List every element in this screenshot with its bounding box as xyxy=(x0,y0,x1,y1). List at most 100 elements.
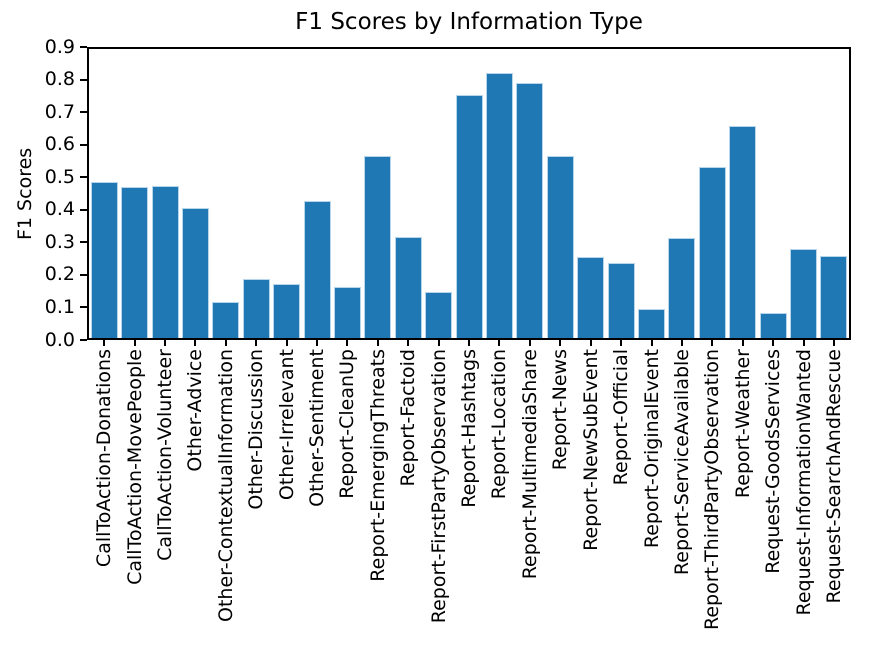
bar-Report-NewSubEvent xyxy=(577,257,605,338)
x-axis-column: Report-MultimediaShare xyxy=(515,340,545,630)
bar-slot xyxy=(454,49,484,338)
x-tick-mark xyxy=(316,340,319,346)
x-axis-column: CallToAction-Volunteer xyxy=(150,340,180,630)
x-axis-column: Request-GoodsServices xyxy=(758,340,788,630)
x-axis-column: CallToAction-MovePeople xyxy=(119,340,149,630)
bar-slot xyxy=(667,49,697,338)
y-tick-label: 0.4 xyxy=(44,198,75,221)
x-tick-label: Report-Weather xyxy=(731,349,754,499)
x-axis-column: Other-Irrelevant xyxy=(271,340,301,630)
x-tick-mark xyxy=(620,340,623,346)
x-axis-column: Report-News xyxy=(545,340,575,630)
bar-slot xyxy=(576,49,606,338)
chart-title: F1 Scores by Information Type xyxy=(295,9,643,35)
y-tick-mark xyxy=(80,241,87,244)
x-axis-column: Report-ThirdPartyObservation xyxy=(697,340,727,630)
bar-slot xyxy=(515,49,545,338)
x-axis-column: Other-Sentiment xyxy=(302,340,332,630)
bar-Report-FirstPartyObservation xyxy=(425,291,453,338)
x-axis-column: Other-ContextualInformation xyxy=(211,340,241,630)
bar-Report-CleanUp xyxy=(333,286,361,338)
x-axis-column: CallToAction-Donations xyxy=(89,340,119,630)
y-tick-label: 0.6 xyxy=(44,133,75,156)
bar-slot xyxy=(545,49,575,338)
bar-slot xyxy=(788,49,818,338)
y-tick-label: 0.0 xyxy=(44,328,75,351)
bar-slot xyxy=(636,49,666,338)
y-tick-mark xyxy=(80,176,87,179)
bar-Report-News xyxy=(546,155,574,338)
y-axis: 0.0 0.1 0.2 0.3 0.4 0.5 0.6 0.7 0.8 0.9 xyxy=(0,36,87,350)
x-tick-label: Report-MultimediaShare xyxy=(518,349,541,580)
x-tick-mark xyxy=(437,340,440,346)
x-tick-label: Request-InformationWanted xyxy=(792,349,815,616)
bar-Report-Weather xyxy=(729,126,757,338)
x-tick-mark xyxy=(164,340,167,346)
bar-Report-EmergingThreats xyxy=(364,155,392,338)
x-tick-mark xyxy=(468,340,471,346)
x-tick-label: Report-EmergingThreats xyxy=(366,349,389,582)
x-tick-mark xyxy=(103,340,106,346)
y-tick-mark xyxy=(80,306,87,309)
bar-CallToAction-MovePeople xyxy=(121,187,149,338)
y-tick-label: 0.8 xyxy=(44,68,75,91)
x-tick-mark xyxy=(680,340,683,346)
bar-slot xyxy=(423,49,453,338)
x-tick-label: Report-Location xyxy=(488,349,511,500)
x-tick-mark xyxy=(650,340,653,346)
x-axis-column: Report-Official xyxy=(606,340,636,630)
bar-Report-Hashtags xyxy=(455,94,483,338)
bar-slot xyxy=(89,49,119,338)
x-axis-column: Report-FirstPartyObservation xyxy=(423,340,453,630)
x-tick-label: Report-Factoid xyxy=(397,349,420,487)
y-tick-label: 0.9 xyxy=(44,35,75,58)
bar-Report-ServiceAvailable xyxy=(668,237,696,338)
x-tick-label: Other-Discussion xyxy=(245,349,268,510)
y-tick-mark xyxy=(80,208,87,211)
x-tick-mark xyxy=(376,340,379,346)
x-axis-column: Request-SearchAndRescue xyxy=(819,340,849,630)
bars-container xyxy=(89,49,849,338)
bar-Request-InformationWanted xyxy=(790,249,818,338)
bar-Report-Official xyxy=(607,263,635,338)
y-tick-mark xyxy=(80,46,87,48)
x-tick-label: Request-GoodsServices xyxy=(762,349,785,574)
y-tick-label: 0.7 xyxy=(44,100,75,123)
bar-CallToAction-Donations xyxy=(90,181,118,338)
x-tick-label: Other-Sentiment xyxy=(306,349,329,507)
x-tick-mark xyxy=(498,340,501,346)
x-axis-column: Report-Weather xyxy=(728,340,758,630)
bar-slot xyxy=(241,49,271,338)
x-tick-label: Other-ContextualInformation xyxy=(214,349,237,622)
x-tick-mark xyxy=(346,340,349,346)
bar-slot xyxy=(606,49,636,338)
x-tick-label: Other-Advice xyxy=(184,349,207,472)
y-tick-label: 0.5 xyxy=(44,165,75,188)
bar-Other-ContextualInformation xyxy=(212,302,240,338)
x-axis-column: Report-Factoid xyxy=(393,340,423,630)
y-tick-mark xyxy=(80,339,87,341)
x-tick-mark xyxy=(528,340,531,346)
x-axis-column: Report-ServiceAvailable xyxy=(667,340,697,630)
x-tick-mark xyxy=(224,340,227,346)
bar-Other-Discussion xyxy=(242,278,270,338)
y-tick-mark xyxy=(80,78,87,81)
bar-slot xyxy=(119,49,149,338)
plot-area xyxy=(87,47,851,340)
bar-Report-Location xyxy=(485,73,513,338)
x-tick-mark xyxy=(589,340,592,346)
x-tick-mark xyxy=(772,340,775,346)
x-tick-label: Report-NewSubEvent xyxy=(579,349,602,551)
x-tick-label: CallToAction-Donations xyxy=(93,349,116,568)
x-tick-mark xyxy=(407,340,410,346)
x-tick-label: Report-OriginalEvent xyxy=(640,349,663,549)
x-tick-mark xyxy=(711,340,714,346)
x-axis-column: Report-CleanUp xyxy=(332,340,362,630)
x-tick-mark xyxy=(255,340,258,346)
x-tick-label: Report-Official xyxy=(610,349,633,486)
x-tick-label: CallToAction-MovePeople xyxy=(123,349,146,585)
x-tick-label: CallToAction-Volunteer xyxy=(154,349,177,561)
bar-slot xyxy=(819,49,849,338)
bar-slot xyxy=(180,49,210,338)
x-axis-column: Other-Advice xyxy=(180,340,210,630)
